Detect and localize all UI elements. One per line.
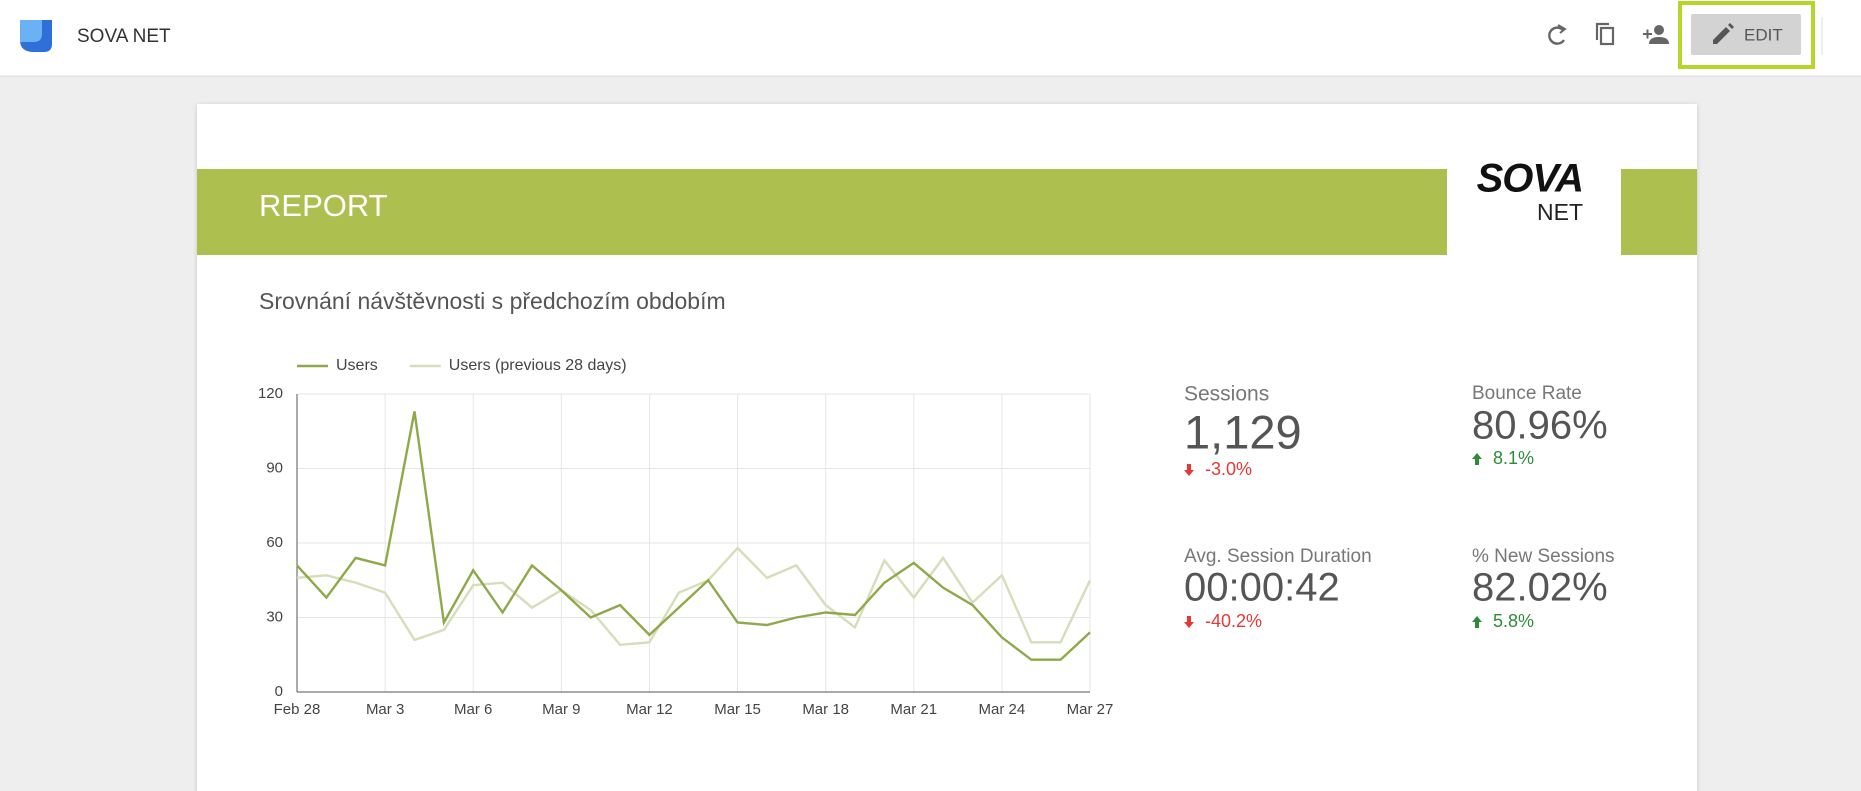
- y-tick-label: 120: [258, 385, 283, 402]
- scorecard-change: 8.1%: [1493, 448, 1534, 468]
- share-icon[interactable]: [1643, 25, 1669, 44]
- y-tick-label: 30: [266, 608, 283, 625]
- x-tick-label: Feb 28: [274, 701, 321, 718]
- scorecard-change: -40.2%: [1205, 611, 1262, 631]
- arrow-up: [1472, 616, 1482, 628]
- arrow-down: [1184, 616, 1194, 628]
- x-tick-label: Mar 15: [714, 701, 761, 718]
- edit-label: EDIT: [1744, 25, 1783, 44]
- scorecard-value: 82.02%: [1472, 566, 1608, 610]
- edit-button[interactable]: [1691, 14, 1801, 55]
- y-tick-label: 0: [275, 683, 283, 700]
- top-bar: [0, 0, 1861, 76]
- legend-label: Users: [336, 357, 378, 374]
- scorecard-value: 00:00:42: [1184, 566, 1340, 610]
- x-tick-label: Mar 24: [979, 701, 1026, 718]
- app-logo: [20, 20, 52, 52]
- edit-icon: [1713, 23, 1734, 44]
- scorecard-change: 5.8%: [1493, 611, 1534, 631]
- x-tick-label: Mar 6: [454, 701, 492, 718]
- logo-top: SOVA: [1477, 157, 1583, 201]
- arrow-down: [1184, 464, 1194, 476]
- scorecard-value: 80.96%: [1472, 404, 1608, 448]
- app-title: SOVA NET: [77, 26, 171, 47]
- scorecard-label: % New Sessions: [1472, 546, 1615, 567]
- scorecard-change: -3.0%: [1205, 459, 1252, 479]
- series-line: [296, 546, 1092, 647]
- x-tick-label: Mar 9: [542, 701, 580, 718]
- arrow-up: [1472, 453, 1482, 465]
- x-tick-label: Mar 21: [890, 701, 937, 718]
- copy-icon[interactable]: [1595, 22, 1615, 46]
- edit-highlight: [1678, 1, 1815, 69]
- scorecard-value: 1,129: [1184, 405, 1302, 458]
- banner: [197, 169, 1447, 255]
- scorecard-label: Avg. Session Duration: [1184, 546, 1372, 567]
- y-tick-label: 90: [266, 459, 283, 476]
- refresh-icon[interactable]: [1548, 24, 1567, 45]
- banner-end: [1621, 169, 1697, 255]
- banner-title: REPORT: [259, 188, 388, 223]
- logo-bottom: NET: [1537, 199, 1583, 225]
- x-tick-label: Mar 3: [366, 701, 404, 718]
- x-tick-label: Mar 18: [802, 701, 849, 718]
- x-tick-label: Mar 27: [1067, 701, 1114, 718]
- legend-label: Users (previous 28 days): [449, 357, 627, 374]
- subtitle: Srovnání návštěvnosti s předchozím obdob…: [259, 288, 726, 314]
- scorecard-label: Sessions: [1184, 383, 1269, 406]
- scorecard-label: Bounce Rate: [1472, 383, 1582, 404]
- x-tick-label: Mar 12: [626, 701, 673, 718]
- y-tick-label: 60: [266, 534, 283, 551]
- series-line: [296, 411, 1091, 661]
- chart: 0 30 60 90 120 Feb 28 Mar 3 Mar 6 Mar 9 Mar 12 Mar…: [258, 357, 1113, 718]
